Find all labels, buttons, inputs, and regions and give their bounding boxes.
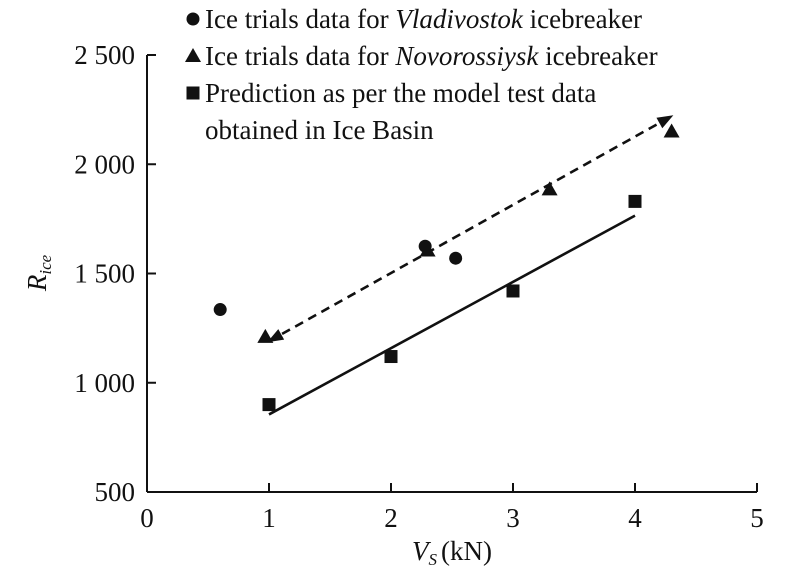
triangle-point (663, 123, 680, 138)
x-tick-label: 1 (262, 503, 276, 533)
y-tick-label: 1 000 (74, 368, 135, 398)
square-point (628, 194, 642, 208)
circle-point (449, 251, 463, 265)
legend-triangle-marker (185, 48, 201, 62)
dashed-trend-line (268, 115, 673, 343)
trend-lines (267, 115, 674, 416)
square-point (262, 398, 276, 412)
y-axis-label: Rice (22, 254, 55, 292)
arrowhead-end (656, 115, 674, 129)
legend-square-marker (186, 86, 200, 100)
x-tick-label: 2 (384, 503, 398, 533)
x-tick-label: 4 (628, 503, 642, 533)
y-tick-label: 1 500 (74, 259, 135, 289)
y-tick-label: 500 (95, 477, 136, 507)
legend-label: Prediction as per the model test data (205, 78, 596, 108)
axes: 0 1 2 3 4 5 500 1 000 1 500 2 000 2 500 (74, 40, 764, 533)
x-tick-label: 0 (140, 503, 154, 533)
x-axis-label: VS (kN) (412, 536, 492, 569)
legend-label: Ice trials data for Vladivostok icebreak… (205, 4, 642, 34)
legend: Ice trials data for Vladivostok icebreak… (185, 4, 658, 145)
legend-label-line2: obtained in Ice Basin (205, 115, 434, 145)
x-tick-label: 5 (750, 503, 764, 533)
arrowhead-start (267, 329, 285, 343)
triangle-point (541, 181, 558, 196)
y-tick-label: 2 500 (74, 40, 135, 70)
solid-trend-line (268, 214, 636, 416)
data-points (213, 123, 680, 412)
x-tick-label: 3 (506, 503, 520, 533)
legend-circle-marker (186, 12, 200, 26)
square-point (384, 350, 398, 364)
triangle-point (257, 328, 274, 343)
circle-point (213, 303, 227, 317)
y-tick-label: 2 000 (74, 149, 135, 179)
legend-label: Ice trials data for Novorossiysk icebrea… (205, 41, 658, 71)
square-point (506, 284, 520, 298)
triangle-point (419, 242, 436, 257)
